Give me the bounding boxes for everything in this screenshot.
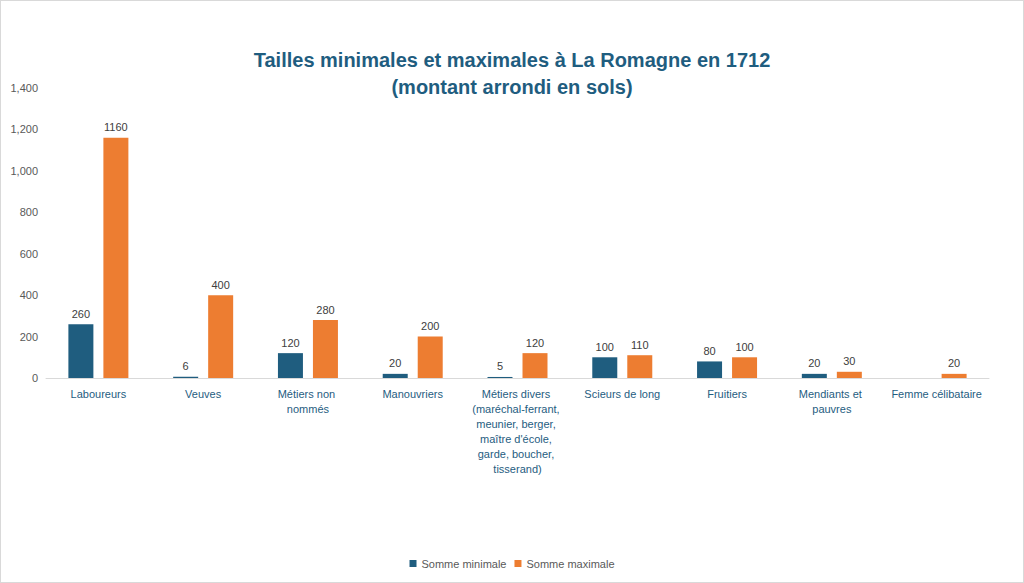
svg-text:tisserand): tisserand) [493, 463, 541, 475]
svg-text:600: 600 [20, 248, 38, 260]
svg-text:400: 400 [20, 289, 38, 301]
svg-text:Tailles minimales et maximales: Tailles minimales et maximales à La Roma… [254, 49, 771, 71]
svg-text:20: 20 [389, 357, 401, 369]
svg-text:30: 30 [843, 355, 855, 367]
svg-text:Laboureurs: Laboureurs [71, 388, 127, 400]
svg-text:meunier, berger,: meunier, berger, [476, 418, 559, 430]
svg-text:Métiers non: Métiers non [278, 388, 339, 400]
svg-text:280: 280 [316, 304, 334, 316]
svg-text:nommés: nommés [287, 403, 330, 415]
svg-text:1160: 1160 [104, 121, 128, 133]
svg-text:Veuves: Veuves [185, 388, 222, 400]
svg-text:200: 200 [20, 331, 38, 343]
svg-text:Mendiants et: Mendiants et [799, 388, 865, 400]
svg-text:80: 80 [703, 345, 715, 357]
svg-text:100: 100 [735, 341, 753, 353]
svg-text:20: 20 [948, 357, 960, 369]
svg-text:200: 200 [421, 320, 439, 332]
svg-text:110: 110 [631, 339, 649, 351]
svg-text:Somme minimale: Somme minimale [422, 558, 507, 570]
svg-text:6: 6 [183, 360, 189, 372]
svg-text:1,000: 1,000 [10, 165, 38, 177]
svg-text:120: 120 [281, 337, 299, 349]
svg-text:0: 0 [32, 372, 38, 384]
svg-text:Métiers divers: Métiers divers [482, 388, 554, 400]
svg-text:Manouvriers: Manouvriers [382, 388, 443, 400]
svg-text:120: 120 [526, 337, 544, 349]
svg-text:260: 260 [72, 308, 90, 320]
svg-text:20: 20 [808, 357, 820, 369]
svg-text:maître d'école,: maître d'école, [480, 433, 555, 445]
svg-text:Fruitiers: Fruitiers [707, 388, 747, 400]
svg-text:5: 5 [497, 360, 503, 372]
svg-text:1,400: 1,400 [10, 82, 38, 94]
svg-text:Somme maximale: Somme maximale [526, 558, 614, 570]
svg-text:Femme célibataire: Femme célibataire [891, 388, 981, 400]
svg-text:400: 400 [211, 279, 229, 291]
svg-text:100: 100 [596, 341, 614, 353]
svg-text:garde, boucher,: garde, boucher, [478, 448, 558, 460]
svg-text:pauvres: pauvres [812, 403, 852, 415]
svg-text:800: 800 [20, 206, 38, 218]
svg-text:(montant arrondi en sols): (montant arrondi en sols) [391, 76, 632, 98]
svg-text:Scieurs de long: Scieurs de long [584, 388, 660, 400]
svg-text:(maréchal-ferrant,: (maréchal-ferrant, [472, 403, 562, 415]
svg-text:1,200: 1,200 [10, 123, 38, 135]
